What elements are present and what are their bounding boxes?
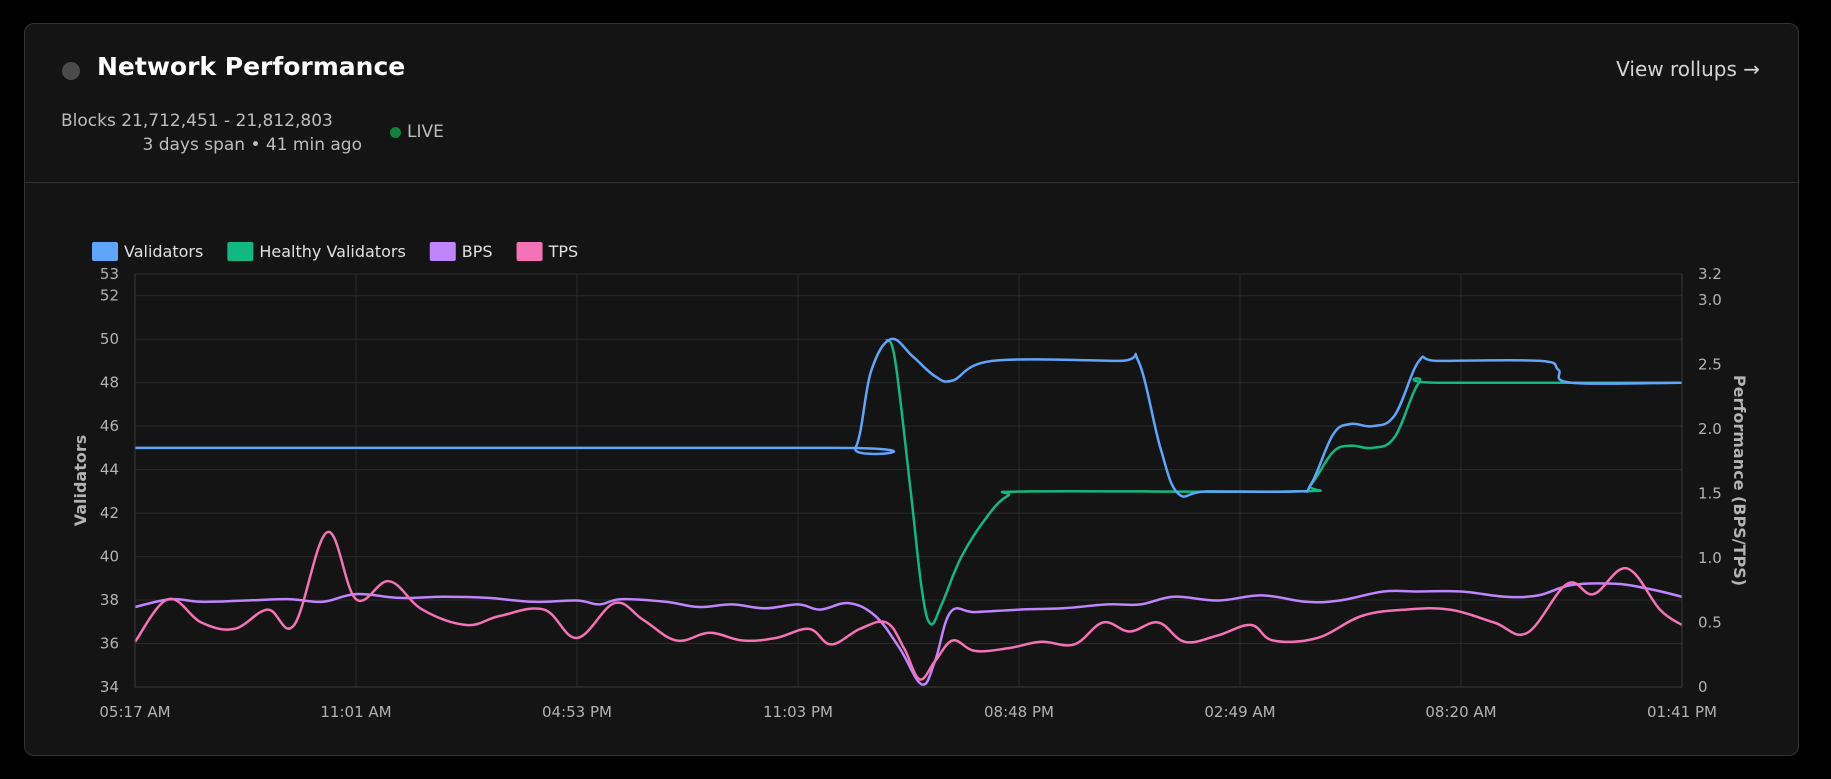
legend-label: TPS xyxy=(548,242,579,261)
legend-swatch xyxy=(516,242,543,261)
x-tick-label: 08:20 AM xyxy=(1425,703,1496,721)
series-line-tps xyxy=(133,530,1683,681)
legend-label: Healthy Validators xyxy=(259,242,405,261)
x-tick-label: 04:53 PM xyxy=(542,703,612,721)
y2-tick-label: 2.0 xyxy=(1698,420,1722,438)
legend-swatch xyxy=(429,242,456,261)
y-tick-label: 53 xyxy=(100,265,119,283)
view-rollups-link[interactable]: View rollups → xyxy=(1616,57,1760,81)
chart-legend: Validators Healthy Validators BPS TPS xyxy=(92,242,578,261)
y2-tick-label: 1.5 xyxy=(1698,484,1722,502)
x-tick-label: 01:41 PM xyxy=(1647,703,1717,721)
chart-axes: 34 36 38 40 42 44 46 48 50 52 53 0 0.5 1.0 1.5 2.0 2.5 3.… xyxy=(71,265,1749,721)
legend-label: Validators xyxy=(124,242,203,261)
legend-label: BPS xyxy=(462,242,493,261)
card-header: Network Performance View rollups → Block… xyxy=(25,24,1798,183)
x-tick-label: 11:01 AM xyxy=(320,703,391,721)
x-tick-label: 05:17 AM xyxy=(99,703,170,721)
y-tick-label: 42 xyxy=(100,504,119,522)
y-tick-label: 44 xyxy=(100,461,119,479)
y2-tick-label: 3.2 xyxy=(1698,265,1722,283)
series-line-validators xyxy=(134,337,1683,498)
y-tick-label: 40 xyxy=(100,548,119,566)
card-title: Network Performance xyxy=(97,52,406,81)
legend-swatch xyxy=(92,242,118,261)
legend-swatch xyxy=(227,242,254,261)
y2-tick-label: 3.0 xyxy=(1698,291,1722,309)
y2-tick-label: 0.5 xyxy=(1698,613,1722,631)
live-indicator-icon xyxy=(390,127,401,138)
y2-axis-title: Performance (BPS/TPS) xyxy=(1730,375,1749,586)
status-dot-icon xyxy=(62,62,80,80)
y-axis-title: Validators xyxy=(71,435,90,527)
y2-tick-label: 0 xyxy=(1698,678,1708,696)
x-tick-label: 02:49 AM xyxy=(1204,703,1275,721)
y2-tick-label: 2.5 xyxy=(1698,355,1722,373)
series-line-healthy-validators xyxy=(885,338,1682,626)
y-tick-label: 34 xyxy=(100,678,119,696)
y2-tick-label: 1.0 xyxy=(1698,549,1722,567)
live-label: LIVE xyxy=(407,122,444,142)
x-tick-label: 08:48 PM xyxy=(984,703,1054,721)
y-tick-label: 50 xyxy=(100,330,119,348)
x-tick-label: 11:03 PM xyxy=(763,703,833,721)
y-tick-label: 38 xyxy=(100,591,119,609)
y-tick-label: 48 xyxy=(100,374,119,392)
series-line-bps xyxy=(134,582,1683,686)
blocks-range: Blocks 21,712,451 - 21,812,803 xyxy=(61,111,333,131)
y-tick-label: 36 xyxy=(100,635,119,653)
time-span: 3 days span • 41 min ago xyxy=(142,135,362,155)
y-tick-label: 46 xyxy=(100,417,119,435)
chart-lines xyxy=(133,337,1683,686)
network-performance-card: Network Performance View rollups → Block… xyxy=(24,23,1799,756)
y-tick-label: 52 xyxy=(100,287,119,305)
